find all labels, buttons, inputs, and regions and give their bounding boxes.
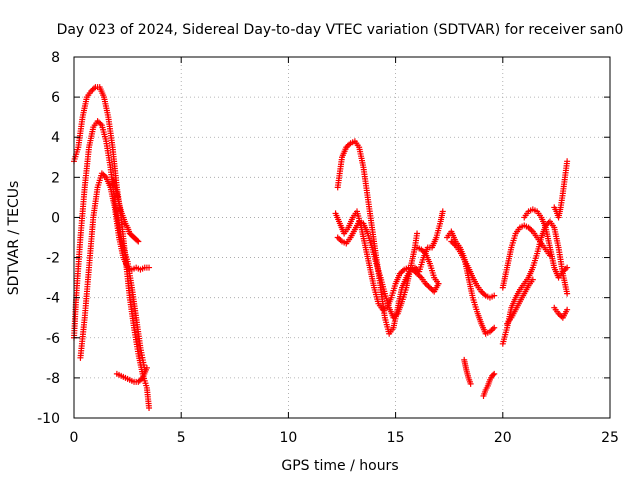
series-arc-m [480, 370, 498, 399]
series-arc-k [448, 238, 498, 301]
data-point [529, 276, 536, 283]
series-arc-h [334, 218, 421, 321]
data-point [467, 380, 474, 387]
y-tick-label: 2 [51, 170, 60, 186]
data-point [564, 158, 571, 165]
x-tick-label: 10 [279, 430, 297, 446]
y-tick-label: 4 [51, 130, 60, 146]
series-arc-l [461, 356, 474, 387]
tick-labels: 0 5 10 15 20 25 -10 -8 -6 -4 -2 0 2 4 6 8 [37, 50, 619, 446]
grid [74, 57, 610, 418]
y-axis-label: SDTVAR / TECUs [6, 181, 22, 296]
data-point [490, 371, 497, 378]
data-point [146, 264, 153, 271]
x-tick-label: 20 [494, 430, 512, 446]
x-tick-label: 0 [70, 430, 79, 446]
data-point [435, 280, 442, 287]
series-arc-q [551, 304, 571, 321]
series-arc-o [499, 222, 553, 291]
series-arc-i [414, 244, 442, 287]
data-point [564, 264, 571, 271]
series-arc-c [77, 170, 153, 361]
data-point [414, 230, 421, 237]
chart-title: Day 023 of 2024, Sidereal Day-to-day VTE… [57, 22, 624, 38]
x-tick-label: 25 [601, 430, 619, 446]
x-axis-label: GPS time / hours [281, 458, 398, 474]
y-tick-label: 6 [51, 90, 60, 106]
y-tick-label: 8 [51, 50, 60, 66]
data-point [146, 404, 153, 411]
data-point [491, 370, 498, 377]
data-point [135, 238, 142, 245]
y-tick-label: -8 [46, 371, 60, 387]
axis-ticks [73, 56, 611, 419]
y-tick-label: -2 [46, 251, 60, 267]
series-arc-r [551, 158, 571, 221]
plot-frame [73, 56, 611, 419]
data-point [564, 290, 571, 297]
data-point [564, 306, 571, 313]
y-tick-label: -4 [46, 291, 60, 307]
x-tick-label: 15 [387, 430, 405, 446]
series-arc-s [504, 276, 536, 327]
data-point [491, 324, 498, 331]
data-point [491, 292, 498, 299]
data-points [71, 84, 571, 411]
y-tick-label: -6 [46, 331, 60, 347]
x-tick-label: 5 [177, 430, 186, 446]
data-point [134, 237, 141, 244]
y-tick-label: 0 [51, 210, 60, 226]
data-point [439, 208, 446, 215]
data-point [143, 364, 150, 371]
y-tick-label: -10 [37, 411, 60, 427]
series-arc-p [521, 206, 571, 281]
series-arc-d [109, 176, 142, 245]
series-arc-e [113, 364, 150, 385]
